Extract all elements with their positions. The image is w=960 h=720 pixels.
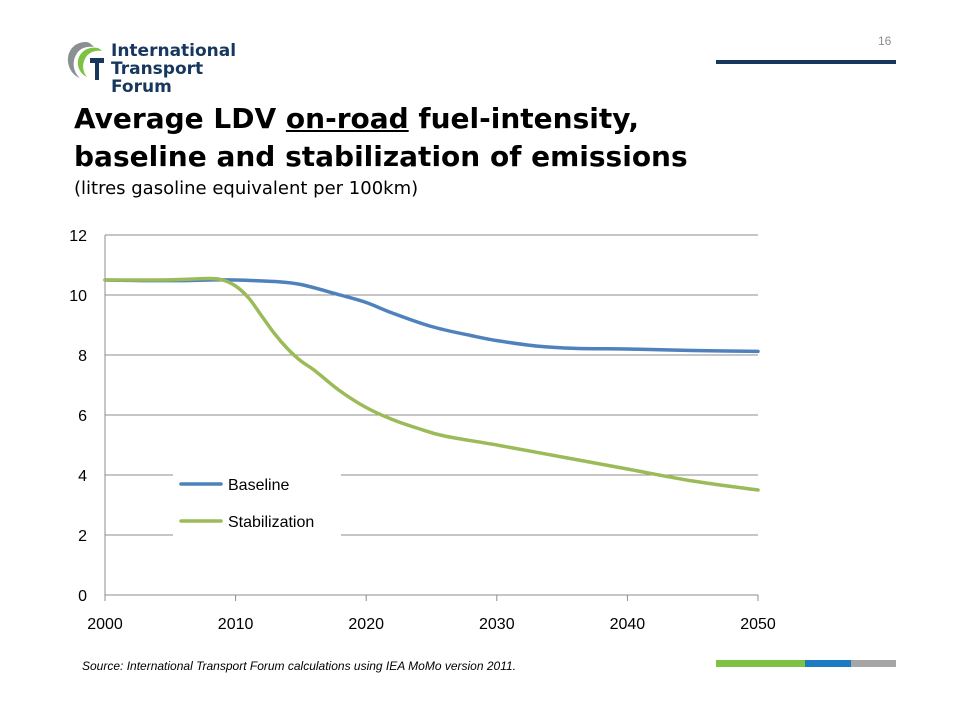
legend-label-stabilization: Stabilization	[228, 514, 314, 531]
y-tick-label: 2	[78, 528, 87, 545]
title-part-1: Average LDV	[74, 102, 286, 135]
y-tick-label: 12	[69, 228, 87, 245]
y-tick-label: 4	[78, 468, 87, 485]
y-tick-label: 6	[78, 408, 87, 425]
footer-bar-green	[716, 660, 805, 667]
x-tick-label: 2000	[87, 616, 123, 633]
title-line-2: baseline and stabilization of emissions	[74, 140, 688, 173]
logo-line-1: International	[111, 41, 237, 61]
title-part-2: fuel-intensity,	[408, 102, 639, 135]
slide-number: 16	[878, 34, 892, 48]
slide-subtitle: (litres gasoline equivalent per 100km)	[74, 178, 419, 199]
y-tick-label: 8	[78, 348, 87, 365]
x-tick-label: 2050	[740, 616, 776, 633]
legend-box	[173, 468, 341, 538]
x-tick-label: 2040	[610, 616, 646, 633]
y-tick-label: 0	[78, 588, 87, 605]
title-underlined: on-road	[285, 102, 409, 135]
slide-title: Average LDV on-road fuel-intensity, base…	[74, 100, 834, 176]
y-tick-label: 10	[69, 288, 87, 305]
series-line-baseline	[103, 278, 760, 354]
fuel-intensity-chart: 0 2 4 6 8 10 12 2000 2010 2020 2030 2040 2050 Baselin…	[69, 228, 776, 633]
x-tick-label: 2010	[218, 616, 254, 633]
footer-bar-gray	[851, 660, 896, 667]
footer-bar-blue	[805, 660, 851, 667]
itf-globe-icon	[67, 42, 104, 80]
title-line-1: Average LDV on-road fuel-intensity,	[74, 100, 834, 138]
x-tick-label: 2030	[479, 616, 515, 633]
itf-logo: International Transport Forum	[64, 38, 254, 96]
logo-line-2: Transport Forum	[111, 59, 204, 97]
x-tick-label: 2020	[348, 616, 384, 633]
series-line-stabilization	[103, 276, 760, 492]
source-note: Source: International Transport Forum ca…	[82, 659, 516, 673]
legend-label-baseline: Baseline	[228, 477, 289, 494]
top-rule	[716, 60, 896, 64]
